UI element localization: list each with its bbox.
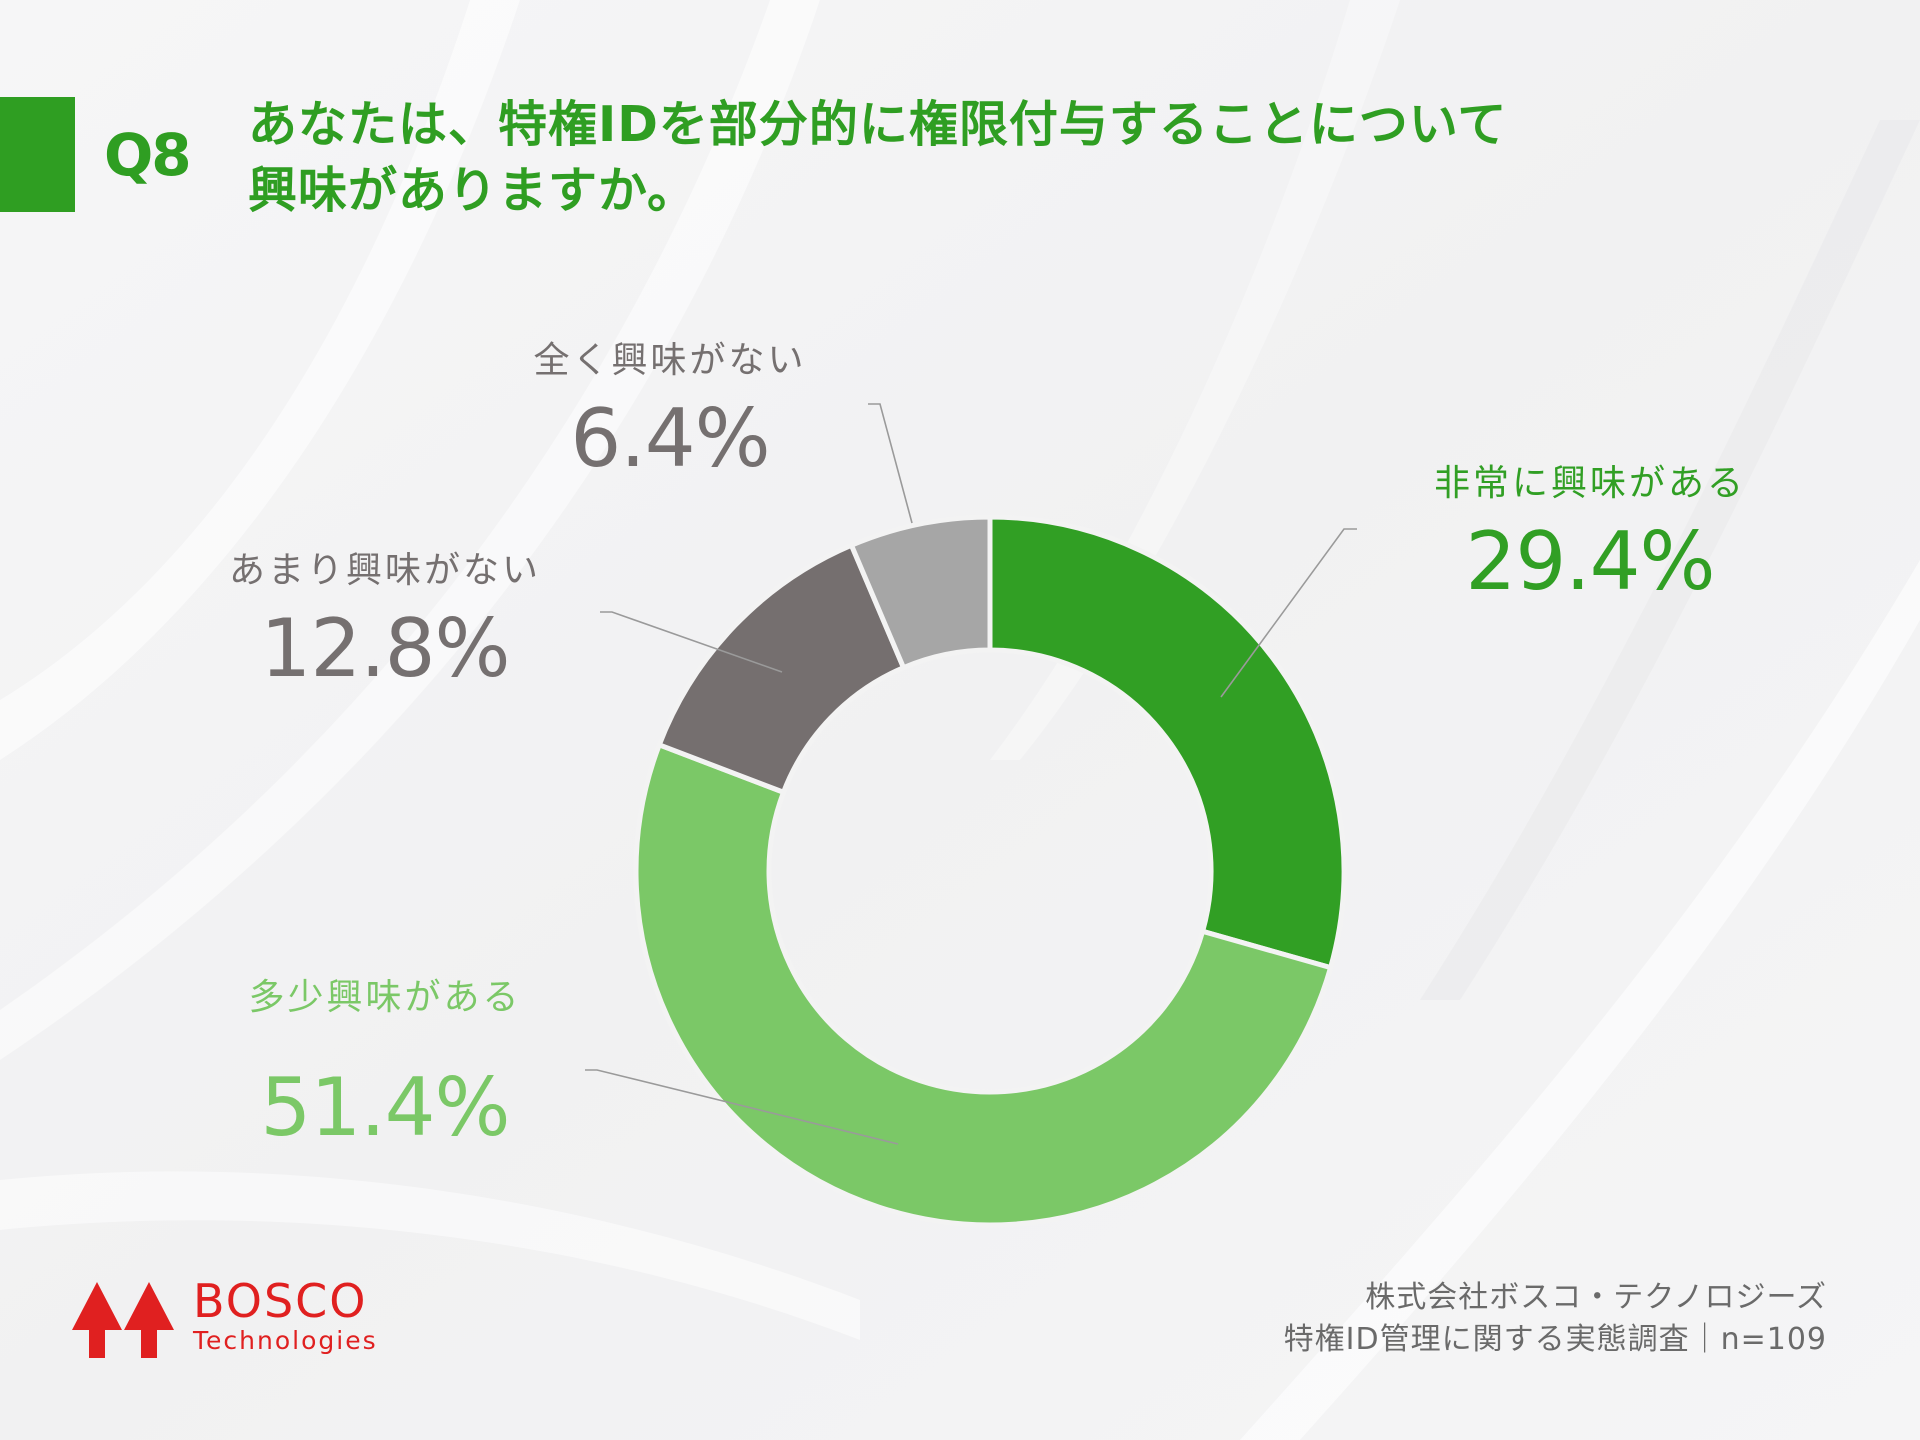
source-survey: 特権ID管理に関する実態調査｜n=109 xyxy=(1283,1322,1827,1357)
leader-lines xyxy=(585,403,1357,1145)
title-line-2: 興味がありますか。 xyxy=(248,162,698,219)
percent-value: 12.8% xyxy=(260,602,510,695)
category-label: あまり興味がない xyxy=(228,550,541,591)
question-number: Q8 xyxy=(104,121,192,189)
logo-wordmark: BOSCO Technologies xyxy=(193,1278,378,1353)
question-marker-block xyxy=(0,97,75,212)
page-title: あなたは、特権IDを部分的に権限付与することについて 興味がありますか。 xyxy=(248,92,1507,224)
title-line-1: あなたは、特権IDを部分的に権限付与することについて xyxy=(248,96,1508,153)
category-label: 全く興味がない xyxy=(533,340,807,381)
label-not-at-all-interested: 全く興味がない 6.4% xyxy=(490,343,850,479)
percent-value: 29.4% xyxy=(1465,515,1715,608)
slice-not-at-all-interested xyxy=(848,514,993,671)
category-label: 非常に興味がある xyxy=(1433,463,1746,504)
percent-value: 51.4% xyxy=(260,1061,510,1154)
category-label: 多少興味がある xyxy=(248,977,522,1018)
leader-line-very-interested xyxy=(1220,528,1357,698)
leader-line-not-at-all-interested xyxy=(868,403,913,524)
slice-very-interested xyxy=(987,514,1347,971)
label-very-interested: 非常に興味がある 29.4% xyxy=(1410,466,1770,602)
donut-slices xyxy=(633,514,1347,1228)
slice-somewhat-interested xyxy=(633,741,1334,1228)
logo-sub-text: Technologies xyxy=(193,1326,378,1355)
leader-line-not-very-interested xyxy=(600,611,783,673)
logo-main-text: BOSCO xyxy=(193,1274,368,1328)
source-note: 株式会社ボスコ・テクノロジーズ 特権ID管理に関する実態調査｜n=109 xyxy=(1284,1277,1827,1361)
bosco-logo-icon xyxy=(72,1282,174,1358)
leader-line-somewhat-interested xyxy=(585,1069,899,1145)
label-somewhat-interested: 多少興味がある 51.4% xyxy=(205,980,565,1148)
percent-value: 6.4% xyxy=(570,392,770,485)
source-company: 株式会社ボスコ・テクノロジーズ xyxy=(1365,1280,1827,1315)
label-not-very-interested: あまり興味がない 12.8% xyxy=(200,553,570,689)
